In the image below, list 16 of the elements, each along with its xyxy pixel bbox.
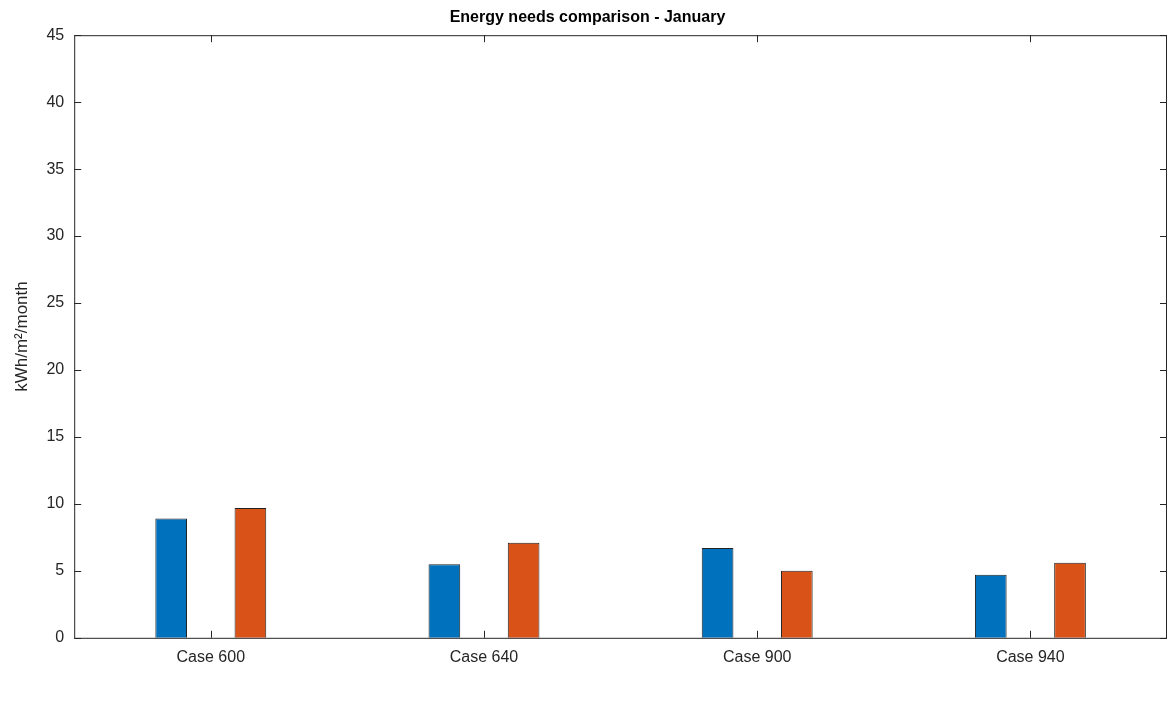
x-tick-label: Case 900 [722,647,792,665]
y-tick-label: 0 [55,628,65,646]
x-tick-label: Case 600 [176,647,246,665]
chart-title: Energy needs comparison - January [449,8,726,26]
y-tick-label: 20 [46,360,65,378]
y-axis-title: kWh/m²/month [11,281,31,392]
y-tick-label: 25 [46,293,65,311]
y-tick-label: 35 [46,159,65,177]
x-tick-label: Case 640 [449,647,519,665]
y-tick-label: 15 [46,427,65,445]
y-tick-label: 10 [46,494,65,512]
y-tick-label: 45 [46,25,65,43]
y-tick-label: 5 [55,561,65,579]
y-tick-label: 30 [46,226,65,244]
y-tick-label: 40 [46,92,65,110]
x-tick-label: Case 940 [996,647,1065,665]
